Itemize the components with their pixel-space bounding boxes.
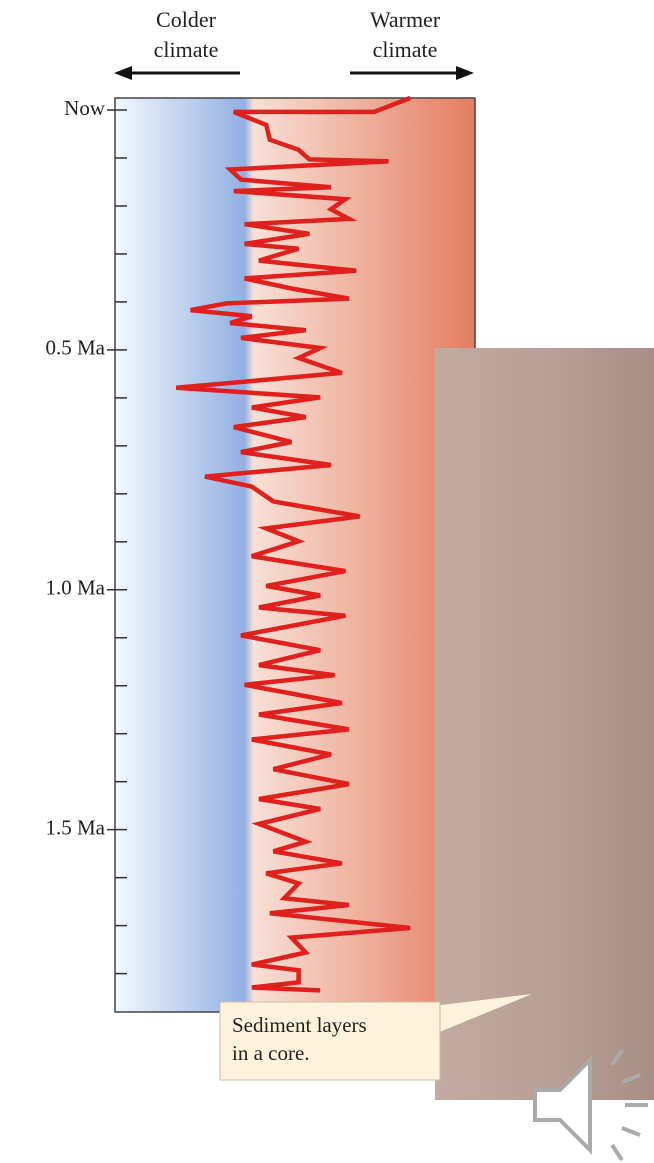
data-layer [175, 95, 412, 993]
y-tick-label: 1.0 Ma [46, 576, 106, 600]
speaker-wave [621, 1073, 641, 1084]
colder-label: Colder [156, 7, 217, 32]
core-photo [435, 348, 654, 1100]
arrow-head [456, 66, 474, 80]
callout-text: in a core. [232, 1041, 310, 1065]
warmer-label: Warmer [370, 7, 441, 32]
speaker-icon [533, 1048, 648, 1162]
callout: Sediment layers in a core. [219, 994, 532, 1081]
arrow-head [114, 66, 132, 80]
y-tick-label: Now [64, 96, 106, 120]
ticks: Now 0.5 Ma 1.0 Ma 1.5 Ma [46, 96, 127, 975]
y-tick-label: 1.5 Ma [46, 815, 106, 839]
speaker-wave [610, 1143, 624, 1162]
callout-text: Sediment layers [232, 1013, 367, 1037]
y-tick-label: 0.5 Ma [46, 336, 106, 360]
speaker-wave [610, 1048, 624, 1067]
speaker-wave [621, 1126, 641, 1137]
colder-label: climate [154, 37, 219, 62]
callout-box [219, 1001, 441, 1081]
climate-line [175, 95, 412, 993]
core-body [435, 348, 654, 1100]
speaker-body [533, 1055, 592, 1155]
warmer-label: climate [373, 37, 438, 62]
